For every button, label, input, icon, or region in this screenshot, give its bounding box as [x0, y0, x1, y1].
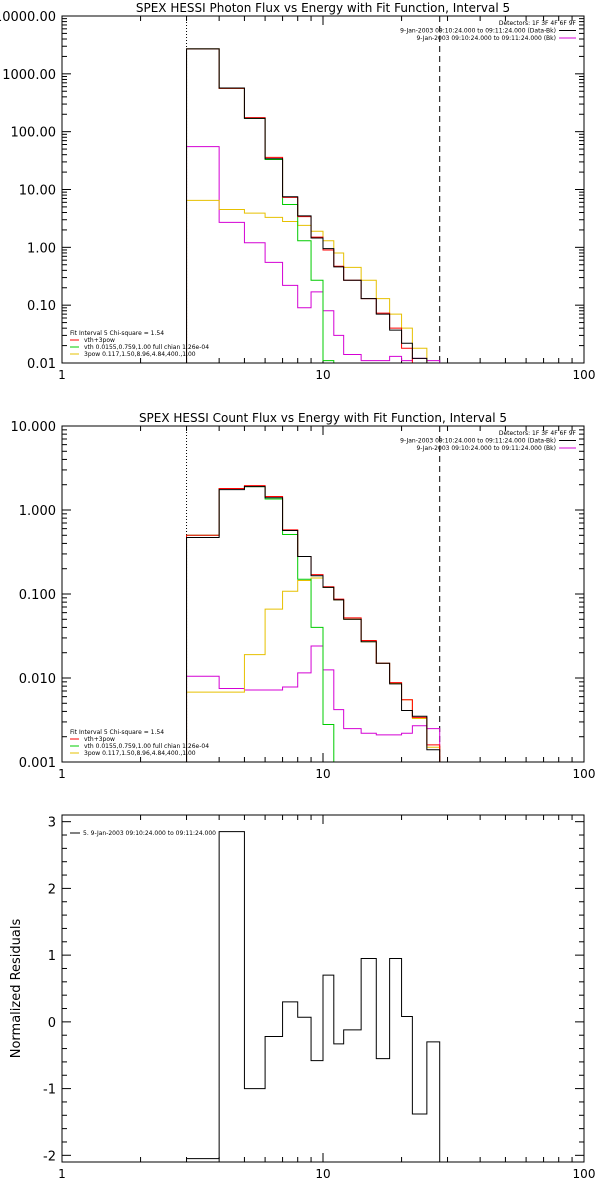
y-tick-label: 3	[48, 816, 56, 831]
legend-entry: vth+3pow	[84, 736, 115, 743]
y-tick-label: 0.001	[19, 756, 56, 771]
y-tick-label: -1	[43, 1083, 56, 1098]
plot-frame	[61, 814, 585, 1163]
residuals-panel: Normalized Residuals 1 10 100 -2 -1 0 1 2 3 5. 9-J…	[9, 814, 596, 1181]
series-background	[186, 146, 441, 363]
x-tick-label: 1	[58, 368, 66, 382]
series-group	[186, 485, 441, 762]
x-tick-label: 10	[315, 368, 330, 382]
plot-frame	[61, 425, 585, 763]
y-tick-label: 0.100	[19, 588, 56, 603]
y-tick-label: 0.10	[27, 299, 56, 314]
count-flux-panel: SPEX HESSI Count Flux vs Energy with Fit…	[11, 411, 596, 781]
legend-entry: 5. 9-Jan-2003 09:10:24.000 to 09:11:24.0…	[83, 830, 216, 837]
info-line: 9-Jan-2003 09:10:24.000 to 09:11:24.000 …	[416, 445, 556, 452]
info-line: Detectors: 1F 3F 4F 6F 9F	[499, 430, 577, 437]
x-tick-label: 100	[573, 767, 596, 781]
info-line: 9-Jan-2003 09:10:24.000 to 09:11:24.000 …	[400, 438, 556, 445]
series-residuals	[186, 831, 441, 1162]
series-group	[186, 831, 441, 1162]
legend-entry: 3pow 0.117,1.50,8.96,4.84,400.,1.00	[84, 750, 196, 757]
y-tick-label: 1.00	[27, 241, 56, 256]
x-tick-label: 1	[58, 767, 66, 781]
y-tick-label: 100.00	[11, 126, 57, 141]
chart-title: SPEX HESSI Count Flux vs Energy with Fit…	[139, 411, 507, 425]
series-data	[186, 486, 441, 762]
y-tick-label: 10.00	[19, 184, 56, 199]
y-tick-label: 10.000	[11, 420, 57, 435]
y-axis-label: Normalized Residuals	[9, 919, 24, 1059]
fit-summary: Fit Interval 5 Chi-square = 1.54	[70, 729, 164, 736]
series-group	[186, 48, 441, 363]
series-component_pow	[186, 199, 441, 363]
plot-frame	[61, 15, 585, 364]
series-background	[186, 645, 441, 762]
y-tick-label: -2	[43, 1149, 56, 1164]
info-line: Detectors: 1F 3F 4F 6F 9F	[499, 20, 577, 27]
legend-entry: vth 0.0155,0.759,1.00 full chian 1.26e-0…	[84, 743, 209, 750]
x-tick-label: 1	[58, 1167, 66, 1181]
y-tick-label: 0.010	[19, 672, 56, 687]
info-line: 9-Jan-2003 09:10:24.000 to 09:11:24.000 …	[416, 35, 556, 42]
y-tick-label: 1	[48, 949, 56, 964]
series-data	[186, 48, 441, 363]
legend-entry: 3pow 0.117,1.50,8.96,4.84,400.,1.00	[84, 351, 196, 358]
x-tick-label: 100	[573, 368, 596, 382]
y-tick-label: 0	[48, 1016, 56, 1031]
y-tick-label: 2	[48, 882, 56, 897]
photon-flux-panel: SPEX HESSI Photon Flux vs Energy with Fi…	[0, 1, 596, 382]
x-tick-label: 10	[315, 1167, 330, 1181]
legend-entry: vth+3pow	[84, 337, 115, 344]
chart-title: SPEX HESSI Photon Flux vs Energy with Fi…	[136, 1, 510, 15]
y-tick-label: 1000.00	[2, 68, 56, 83]
x-tick-label: 100	[573, 1167, 596, 1181]
fit-summary: Fit Interval 5 Chi-square = 1.54	[70, 330, 164, 337]
y-tick-label: 10000.00	[0, 10, 56, 25]
info-line: 9-Jan-2003 09:10:24.000 to 09:11:24.000 …	[400, 28, 556, 35]
legend-entry: vth 0.0155,0.759,1.00 full chian 1.26e-0…	[84, 344, 209, 351]
y-tick-label: 1.000	[19, 504, 56, 519]
x-tick-label: 10	[315, 767, 330, 781]
y-tick-label: 0.01	[27, 357, 56, 372]
